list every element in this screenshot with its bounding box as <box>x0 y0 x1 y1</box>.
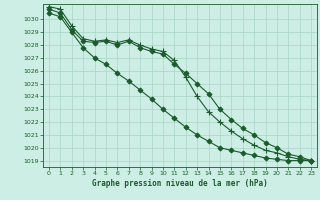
X-axis label: Graphe pression niveau de la mer (hPa): Graphe pression niveau de la mer (hPa) <box>92 179 268 188</box>
